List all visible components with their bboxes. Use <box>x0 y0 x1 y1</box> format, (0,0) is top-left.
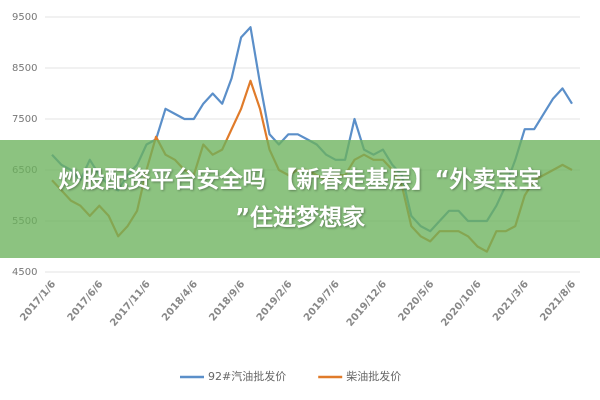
x-tick-label: 2021/3/6 <box>491 279 531 324</box>
x-tick-label: 2019/2/6 <box>255 279 295 324</box>
x-tick-label: 2021/8/6 <box>538 279 578 324</box>
x-tick-label: 2020/10/6 <box>439 279 483 329</box>
x-tick-label: 2017/6/6 <box>66 279 106 324</box>
x-tick-label: 2017/1/6 <box>18 279 58 324</box>
y-tick-label: 9500 <box>12 12 37 23</box>
headline-banner: 炒股配资平台安全吗 【新春走基层】“外卖宝宝 ”住进梦想家 <box>0 140 600 258</box>
y-tick-label: 7500 <box>12 114 37 125</box>
y-tick-label: 4500 <box>12 267 37 278</box>
x-tick-label: 2020/5/6 <box>397 279 437 324</box>
x-tick-label: 2017/11/6 <box>108 279 152 329</box>
legend-label: 92#汽油批发价 <box>208 369 286 383</box>
headline-line: 炒股配资平台安全吗 【新春走基层】“外卖宝宝 <box>58 167 542 193</box>
headline-line: ”住进梦想家 <box>234 205 366 231</box>
y-tick-label: 8500 <box>12 63 37 74</box>
legend-label: 柴油批发价 <box>346 369 401 383</box>
x-tick-label: 2018/4/6 <box>160 279 200 324</box>
x-tick-label: 2019/12/6 <box>345 279 389 329</box>
x-tick-label: 2019/7/6 <box>302 279 342 324</box>
x-tick-label: 2018/9/6 <box>207 279 247 324</box>
